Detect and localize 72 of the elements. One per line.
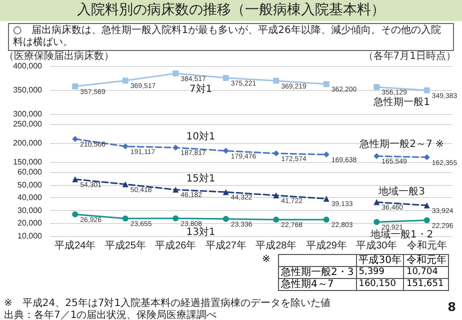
- series-label: 急性期一般1: [372, 96, 430, 108]
- point: [72, 136, 78, 142]
- text: 160,150: [356, 278, 404, 290]
- point: [122, 143, 128, 150]
- series-label: 15対1: [186, 172, 216, 184]
- y-tick-label: 200,000: [13, 138, 43, 148]
- series-label: 13対1: [186, 226, 216, 238]
- point: [72, 176, 78, 182]
- point: [72, 211, 78, 218]
- point: [424, 217, 430, 224]
- point: [122, 181, 128, 188]
- point: [374, 84, 380, 90]
- point: [424, 154, 430, 160]
- text: 8: [448, 300, 456, 314]
- y-tick-label: 20,000: [18, 218, 43, 228]
- y-tick-label: 40,000: [18, 193, 43, 202]
- series-label: 7対1: [189, 83, 212, 96]
- x-tick-label: 令和元年: [406, 240, 447, 252]
- x-tick-label: 平成29年: [306, 240, 347, 252]
- point: [222, 216, 229, 222]
- x-tick-label: 平成26年: [155, 240, 196, 252]
- point: [222, 74, 229, 81]
- series-label: 急性期一般2～7 ※: [358, 138, 444, 150]
- series-label: 10対1: [186, 130, 216, 143]
- point: [72, 83, 78, 90]
- point: [273, 192, 280, 198]
- y-tick-label: 10,000: [18, 232, 43, 240]
- text: ※: [262, 254, 270, 265]
- y-tick-label: 50,000: [18, 180, 43, 190]
- y-tick-label: 350,000: [13, 86, 43, 94]
- source-note: 出典：各年7／1の届出状況、保険局医療課調べ: [4, 308, 217, 320]
- point: [374, 219, 380, 226]
- point: [273, 150, 280, 156]
- text: 5,399: [356, 266, 404, 278]
- text: 急性期一般2・3: [278, 266, 356, 278]
- x-tick-label: 平成27年: [205, 240, 246, 252]
- text: 急性期4～7: [278, 278, 356, 290]
- y-tick-label: 30,000: [18, 206, 43, 215]
- y-tick-label: 400,000: [13, 62, 43, 70]
- point: [323, 216, 330, 223]
- x-tick-label: 平成28年: [256, 240, 297, 252]
- text: 令和元年: [404, 254, 449, 266]
- point: [172, 186, 179, 193]
- point: [323, 81, 330, 88]
- point: [222, 189, 229, 196]
- text: ※ 平成24、25年は7対1入院基本料の経過措置病棟のデータを除いた値: [4, 296, 331, 310]
- x-tick-label: 平成30年: [356, 240, 398, 252]
- point: [323, 196, 330, 202]
- x-tick-label: 平成25年: [104, 240, 146, 252]
- point: [172, 215, 179, 222]
- point: [172, 70, 179, 76]
- point: [424, 87, 430, 94]
- series-label: 地域一般3: [378, 185, 425, 198]
- text: 平成30年: [356, 254, 404, 266]
- text: 10,704: [404, 266, 449, 278]
- series-label: 地域一般1・2: [369, 228, 434, 241]
- text: 151,651: [404, 278, 449, 290]
- point: [222, 148, 229, 154]
- text: （各年7月1日時点）: [363, 50, 456, 63]
- y-tick-label: 250,000: [13, 120, 43, 128]
- chart-title: 入院料別の病床数の推移（一般病棟入院基本料）: [0, 0, 462, 21]
- point: [122, 78, 128, 84]
- y-axis-title: （医療保険届出病床数）: [4, 50, 114, 62]
- point: [172, 144, 179, 151]
- y-tick-label: 60,000: [18, 168, 43, 176]
- x-tick-label: 平成24年: [54, 240, 96, 252]
- point: [122, 216, 128, 222]
- y-tick-label: 300,000: [13, 110, 43, 118]
- point: [273, 78, 280, 84]
- chart-subtitle: ○ 届出病床数は、急性期一般入院料1が最も多いが、平成26年以降、減少傾向。その他の入院料は横ばい。: [8, 23, 454, 51]
- point: [273, 216, 280, 223]
- y-tick-label: 150,000: [13, 158, 43, 166]
